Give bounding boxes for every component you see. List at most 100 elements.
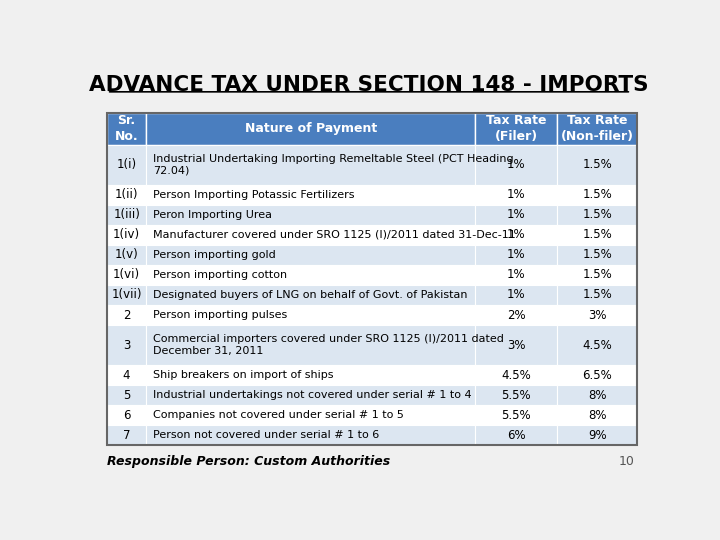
Bar [146, 325, 475, 365]
Text: Responsible Person: Custom Authorities: Responsible Person: Custom Authorities [107, 455, 390, 468]
Text: 1%: 1% [507, 188, 526, 201]
Bar [146, 113, 475, 145]
Text: 6%: 6% [507, 429, 526, 442]
Bar [107, 225, 146, 245]
Bar [557, 245, 636, 265]
Text: 4: 4 [123, 369, 130, 382]
Text: Industrial undertakings not covered under serial # 1 to 4: Industrial undertakings not covered unde… [153, 390, 472, 400]
Bar [107, 145, 146, 185]
Bar [475, 225, 557, 245]
Bar [146, 245, 475, 265]
Text: 8%: 8% [588, 409, 606, 422]
Bar [557, 365, 636, 385]
Bar [146, 385, 475, 405]
Bar [107, 245, 146, 265]
Text: 1(vi): 1(vi) [113, 268, 140, 281]
Bar [107, 385, 146, 405]
Text: 2: 2 [123, 308, 130, 321]
Text: Person not covered under serial # 1 to 6: Person not covered under serial # 1 to 6 [153, 430, 379, 440]
Bar [107, 205, 146, 225]
Bar [475, 385, 557, 405]
Text: ADVANCE TAX UNDER SECTION 148 - IMPORTS: ADVANCE TAX UNDER SECTION 148 - IMPORTS [89, 75, 649, 95]
Bar [557, 385, 636, 405]
Text: 3%: 3% [588, 308, 606, 321]
Text: 2%: 2% [507, 308, 526, 321]
Bar [146, 225, 475, 245]
Bar [146, 365, 475, 385]
Bar [557, 285, 636, 305]
Text: 1%: 1% [507, 228, 526, 241]
Bar [475, 265, 557, 285]
Bar [475, 145, 557, 185]
Text: 8%: 8% [588, 389, 606, 402]
Bar [107, 305, 146, 325]
Bar [146, 405, 475, 425]
Bar [107, 185, 146, 205]
Bar [107, 365, 146, 385]
Text: Person importing cotton: Person importing cotton [153, 270, 287, 280]
Bar [557, 425, 636, 446]
Bar [475, 405, 557, 425]
Text: Tax Rate
(Filer): Tax Rate (Filer) [486, 114, 546, 143]
Text: 5.5%: 5.5% [501, 389, 531, 402]
Bar [107, 325, 146, 365]
Bar [475, 425, 557, 446]
Bar [107, 113, 146, 145]
Bar [107, 405, 146, 425]
Bar [557, 145, 636, 185]
Text: Ship breakers on import of ships: Ship breakers on import of ships [153, 370, 333, 380]
Bar [475, 245, 557, 265]
Text: 1%: 1% [507, 268, 526, 281]
Text: 5.5%: 5.5% [501, 409, 531, 422]
Text: 1(iii): 1(iii) [113, 208, 140, 221]
Bar [475, 365, 557, 385]
Text: 1.5%: 1.5% [582, 288, 612, 301]
Bar [475, 205, 557, 225]
Text: 4.5%: 4.5% [501, 369, 531, 382]
Bar [146, 285, 475, 305]
Text: Companies not covered under serial # 1 to 5: Companies not covered under serial # 1 t… [153, 410, 404, 420]
Bar [146, 185, 475, 205]
Bar [475, 185, 557, 205]
Bar [557, 405, 636, 425]
Text: 6: 6 [123, 409, 130, 422]
Bar [557, 225, 636, 245]
Bar [475, 285, 557, 305]
Text: 1(i): 1(i) [117, 158, 137, 171]
Text: Person Importing Potassic Fertilizers: Person Importing Potassic Fertilizers [153, 190, 355, 200]
Text: 6.5%: 6.5% [582, 369, 612, 382]
Text: 7: 7 [123, 429, 130, 442]
Bar [557, 185, 636, 205]
Bar [557, 325, 636, 365]
Text: 10: 10 [618, 455, 634, 468]
Bar [557, 305, 636, 325]
Bar [107, 113, 637, 446]
Text: Peron Importing Urea: Peron Importing Urea [153, 210, 272, 220]
Text: 4.5%: 4.5% [582, 339, 612, 352]
Bar [146, 305, 475, 325]
Text: Designated buyers of LNG on behalf of Govt. of Pakistan: Designated buyers of LNG on behalf of Go… [153, 290, 468, 300]
Bar [557, 113, 636, 145]
Text: 1%: 1% [507, 248, 526, 261]
Text: 1.5%: 1.5% [582, 228, 612, 241]
Text: 3%: 3% [507, 339, 526, 352]
Bar [557, 205, 636, 225]
Text: Person importing gold: Person importing gold [153, 250, 276, 260]
Bar [107, 265, 146, 285]
Text: 1.5%: 1.5% [582, 188, 612, 201]
Bar [146, 265, 475, 285]
Text: Nature of Payment: Nature of Payment [245, 122, 377, 135]
Bar [475, 325, 557, 365]
Bar [107, 285, 146, 305]
Bar [557, 265, 636, 285]
Text: 1(iv): 1(iv) [113, 228, 140, 241]
Text: 1(ii): 1(ii) [115, 188, 138, 201]
Text: Commercial importers covered under SRO 1125 (I)/2011 dated
December 31, 2011: Commercial importers covered under SRO 1… [153, 334, 504, 356]
Text: 1(v): 1(v) [114, 248, 138, 261]
Text: 3: 3 [123, 339, 130, 352]
Text: 1(vii): 1(vii) [112, 288, 142, 301]
Bar [146, 145, 475, 185]
Bar [146, 425, 475, 446]
Text: 1.5%: 1.5% [582, 268, 612, 281]
Text: 1.5%: 1.5% [582, 248, 612, 261]
